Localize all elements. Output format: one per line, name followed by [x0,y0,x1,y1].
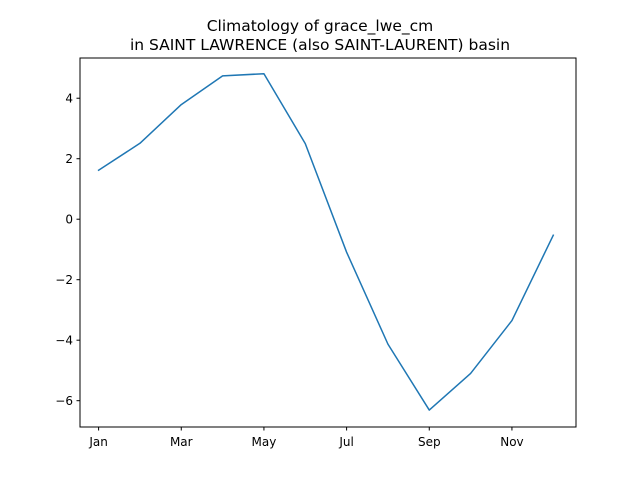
y-tick-label: 2 [65,152,73,166]
y-tick-label: −6 [55,394,73,408]
x-tick-label: May [252,435,277,449]
y-tick-label: −4 [55,334,73,348]
series-line-0 [97,72,555,411]
y-tick-label: 4 [65,92,73,106]
plot-area [97,72,555,411]
chart-title: Climatology of grace_lwe_cm [207,17,434,36]
y-tick-label: 0 [65,213,73,227]
axes-frame [79,57,577,428]
x-tick-label: Jan [88,435,108,449]
y-tick-label: −2 [55,273,73,287]
chart-subtitle: in SAINT LAWRENCE (also SAINT-LAURENT) b… [130,36,510,54]
x-tick-label: Sep [418,435,441,449]
x-tick-label: Mar [170,435,193,449]
x-tick-label: Jul [338,435,353,449]
y-axis: −6 −4 −2 0 2 4 [55,92,80,408]
x-axis: Jan Mar May Jul Sep Nov [88,427,524,449]
x-tick-label: Nov [500,435,523,449]
